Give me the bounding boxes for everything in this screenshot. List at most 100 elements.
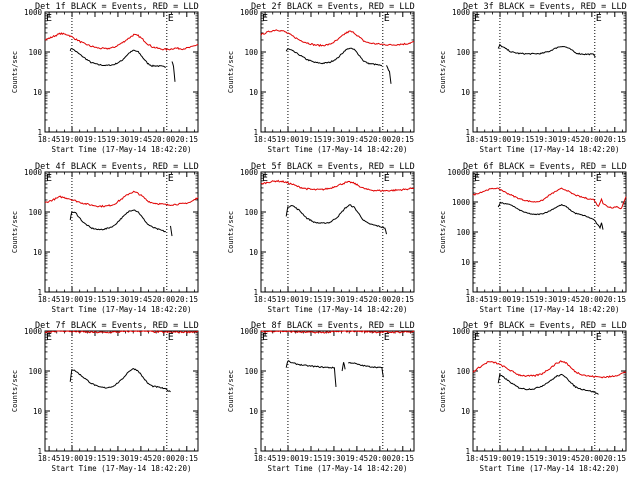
- series-events-line: [285, 204, 387, 235]
- panel-title: Det 3f BLACK = Events, RED = LLD: [463, 2, 627, 12]
- y-tick-label: 1000: [452, 327, 471, 336]
- y-tick-label: 1: [465, 128, 470, 137]
- y-tick-label: 1000: [24, 327, 43, 336]
- y-tick-label: 10: [33, 88, 43, 97]
- y-axis-label: Counts/sec: [227, 370, 235, 412]
- y-axis-label: Counts/sec: [439, 370, 447, 412]
- x-axis-label: Start Time (17-May-14 18:42:20): [52, 305, 192, 314]
- x-tick-label: 20:00: [581, 295, 604, 304]
- x-tick-label: 19:00: [61, 135, 84, 144]
- y-tick-label: 10: [461, 407, 471, 416]
- panel-det-6: Det 6f BLACK = Events, RED = LLD 1 10 100 10…: [439, 162, 627, 314]
- y-axis-label: Counts/sec: [439, 51, 447, 93]
- x-tick-label: 20:00: [153, 135, 176, 144]
- x-tick-label: 19:30: [535, 135, 558, 144]
- eclipse-marker: E: [596, 13, 602, 24]
- x-tick-label: 20:15: [603, 454, 626, 463]
- x-tick-label: 19:45: [346, 454, 369, 463]
- x-tick-label: 19:45: [130, 295, 153, 304]
- series-events-line: [341, 362, 346, 372]
- x-tick-label: 20:00: [153, 454, 176, 463]
- x-tick-label: 19:15: [84, 295, 107, 304]
- panel-det-9: Det 9f BLACK = Events, RED = LLD 1 10 100 10…: [439, 321, 627, 473]
- y-tick-label: 100: [456, 48, 470, 57]
- x-tick-label: 19:30: [535, 454, 558, 463]
- eclipse-marker: E: [168, 332, 174, 343]
- x-tick-label: 19:00: [277, 295, 300, 304]
- x-tick-label: 20:15: [391, 295, 414, 304]
- x-tick-label: 19:15: [300, 135, 323, 144]
- y-axis-label: Counts/sec: [227, 211, 235, 253]
- y-tick-label: 1000: [24, 8, 43, 17]
- series-events-line: [497, 373, 599, 395]
- x-tick-label: 19:00: [61, 454, 84, 463]
- series-events-line: [386, 65, 392, 84]
- x-tick-label: 20:15: [175, 135, 198, 144]
- y-tick-label: 100: [28, 208, 42, 217]
- x-tick-label: 18:45: [38, 454, 61, 463]
- x-tick-label: 19:45: [558, 295, 581, 304]
- x-tick-label: 19:00: [489, 135, 512, 144]
- y-tick-label: 1000: [240, 168, 259, 177]
- plot-frame: [472, 11, 627, 133]
- series-lld-line: [44, 190, 199, 208]
- y-tick-label: 1: [253, 288, 258, 297]
- series-lld-line: [260, 179, 415, 192]
- y-tick-label: 1: [465, 288, 470, 297]
- x-tick-label: 19:45: [130, 135, 153, 144]
- y-tick-label: 100: [456, 228, 470, 237]
- eclipse-marker: E: [168, 13, 174, 24]
- y-tick-label: 1: [37, 128, 42, 137]
- y-tick-label: 1: [253, 128, 258, 137]
- x-tick-label: 19:30: [107, 135, 130, 144]
- x-tick-label: 19:00: [489, 295, 512, 304]
- y-tick-label: 10: [249, 88, 259, 97]
- x-axis-label: Start Time (17-May-14 18:42:20): [268, 464, 408, 473]
- y-tick-label: 1000: [452, 198, 471, 207]
- x-axis-label: Start Time (17-May-14 18:42:20): [480, 305, 620, 314]
- x-tick-label: 20:00: [369, 135, 392, 144]
- panel-det-8: Det 8f BLACK = Events, RED = LLD 1 10 100 10…: [227, 321, 415, 473]
- x-tick-label: 19:45: [558, 454, 581, 463]
- eclipse-marker: E: [384, 332, 390, 343]
- x-tick-label: 19:45: [346, 135, 369, 144]
- y-tick-label: 10: [33, 248, 43, 257]
- series-lld-line: [44, 32, 199, 51]
- y-tick-label: 100: [244, 48, 258, 57]
- y-tick-label: 1: [37, 447, 42, 456]
- x-axis-label: Start Time (17-May-14 18:42:20): [480, 464, 620, 473]
- plot-frame: [260, 171, 415, 293]
- plot-frame: [44, 330, 199, 452]
- x-tick-label: 19:00: [277, 135, 300, 144]
- x-tick-label: 19:00: [489, 454, 512, 463]
- x-tick-label: 19:15: [512, 454, 535, 463]
- series-events-line: [285, 47, 383, 67]
- series-events-line: [285, 360, 337, 387]
- x-tick-label: 19:45: [130, 454, 153, 463]
- series-events-line: [170, 225, 173, 237]
- x-tick-label: 20:15: [175, 454, 198, 463]
- x-tick-label: 19:30: [323, 135, 346, 144]
- y-axis-label: Counts/sec: [439, 211, 447, 253]
- panel-title: Det 7f BLACK = Events, RED = LLD: [35, 321, 199, 331]
- y-tick-label: 1000: [452, 8, 471, 17]
- series-lld-line: [472, 187, 627, 210]
- x-tick-label: 18:45: [466, 135, 489, 144]
- y-tick-label: 10000: [447, 168, 470, 177]
- eclipse-marker: E: [384, 173, 390, 184]
- y-tick-label: 1000: [240, 327, 259, 336]
- panel-det-2: Det 2f BLACK = Events, RED = LLD 1 10 100 10…: [227, 2, 415, 154]
- x-tick-label: 19:15: [512, 135, 535, 144]
- x-tick-label: 20:00: [369, 295, 392, 304]
- eclipse-marker: E: [262, 332, 268, 343]
- panel-det-4: Det 4f BLACK = Events, RED = LLD 1 10 100 10…: [11, 162, 199, 314]
- y-tick-label: 1000: [24, 168, 43, 177]
- series-lld-line: [44, 330, 199, 334]
- x-tick-label: 18:45: [466, 454, 489, 463]
- x-tick-label: 20:00: [153, 295, 176, 304]
- panel-det-3: Det 3f BLACK = Events, RED = LLD 1 10 100 10…: [439, 2, 627, 154]
- x-tick-label: 19:45: [558, 135, 581, 144]
- series-events-line: [171, 61, 176, 82]
- x-tick-label: 18:45: [466, 295, 489, 304]
- y-tick-label: 1: [253, 447, 258, 456]
